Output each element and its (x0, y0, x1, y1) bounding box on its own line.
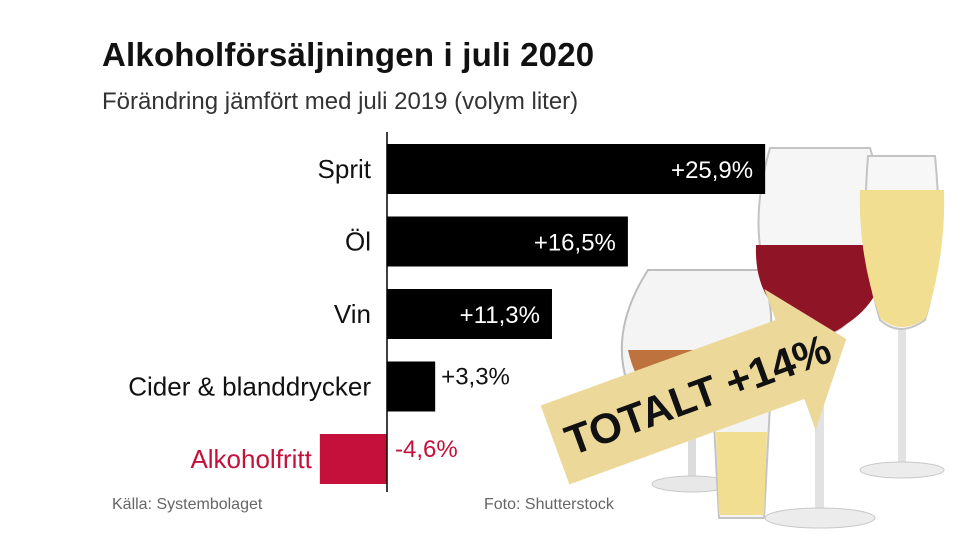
category-label-2: Vin (334, 299, 371, 329)
bar-3 (387, 361, 436, 412)
value-label-4: -4,6% (395, 436, 458, 463)
bar-2 (387, 289, 552, 339)
value-label-2: +11,3% (460, 302, 540, 329)
category-label-0: Sprit (318, 154, 372, 184)
bar-0 (387, 144, 766, 194)
chart-title: Alkoholförsäljningen i juli 2020 (102, 36, 595, 73)
value-label-0: +25,9% (671, 157, 753, 184)
source-label: Källa: Systembolaget (112, 496, 263, 513)
bar-4 (319, 434, 387, 484)
category-label-4: Alkoholfritt (190, 444, 312, 474)
value-label-1: +16,5% (534, 230, 616, 257)
photo-credit: Foto: Shutterstock (484, 496, 614, 513)
category-label-3: Cider & blanddrycker (128, 372, 371, 402)
value-label-3: +3,3% (441, 364, 510, 391)
category-label-1: Öl (345, 227, 371, 257)
bar-1 (387, 216, 628, 267)
chart-subtitle: Förändring jämfört med juli 2019 (volym … (102, 88, 579, 115)
wine-glasses-illustration (620, 147, 945, 529)
